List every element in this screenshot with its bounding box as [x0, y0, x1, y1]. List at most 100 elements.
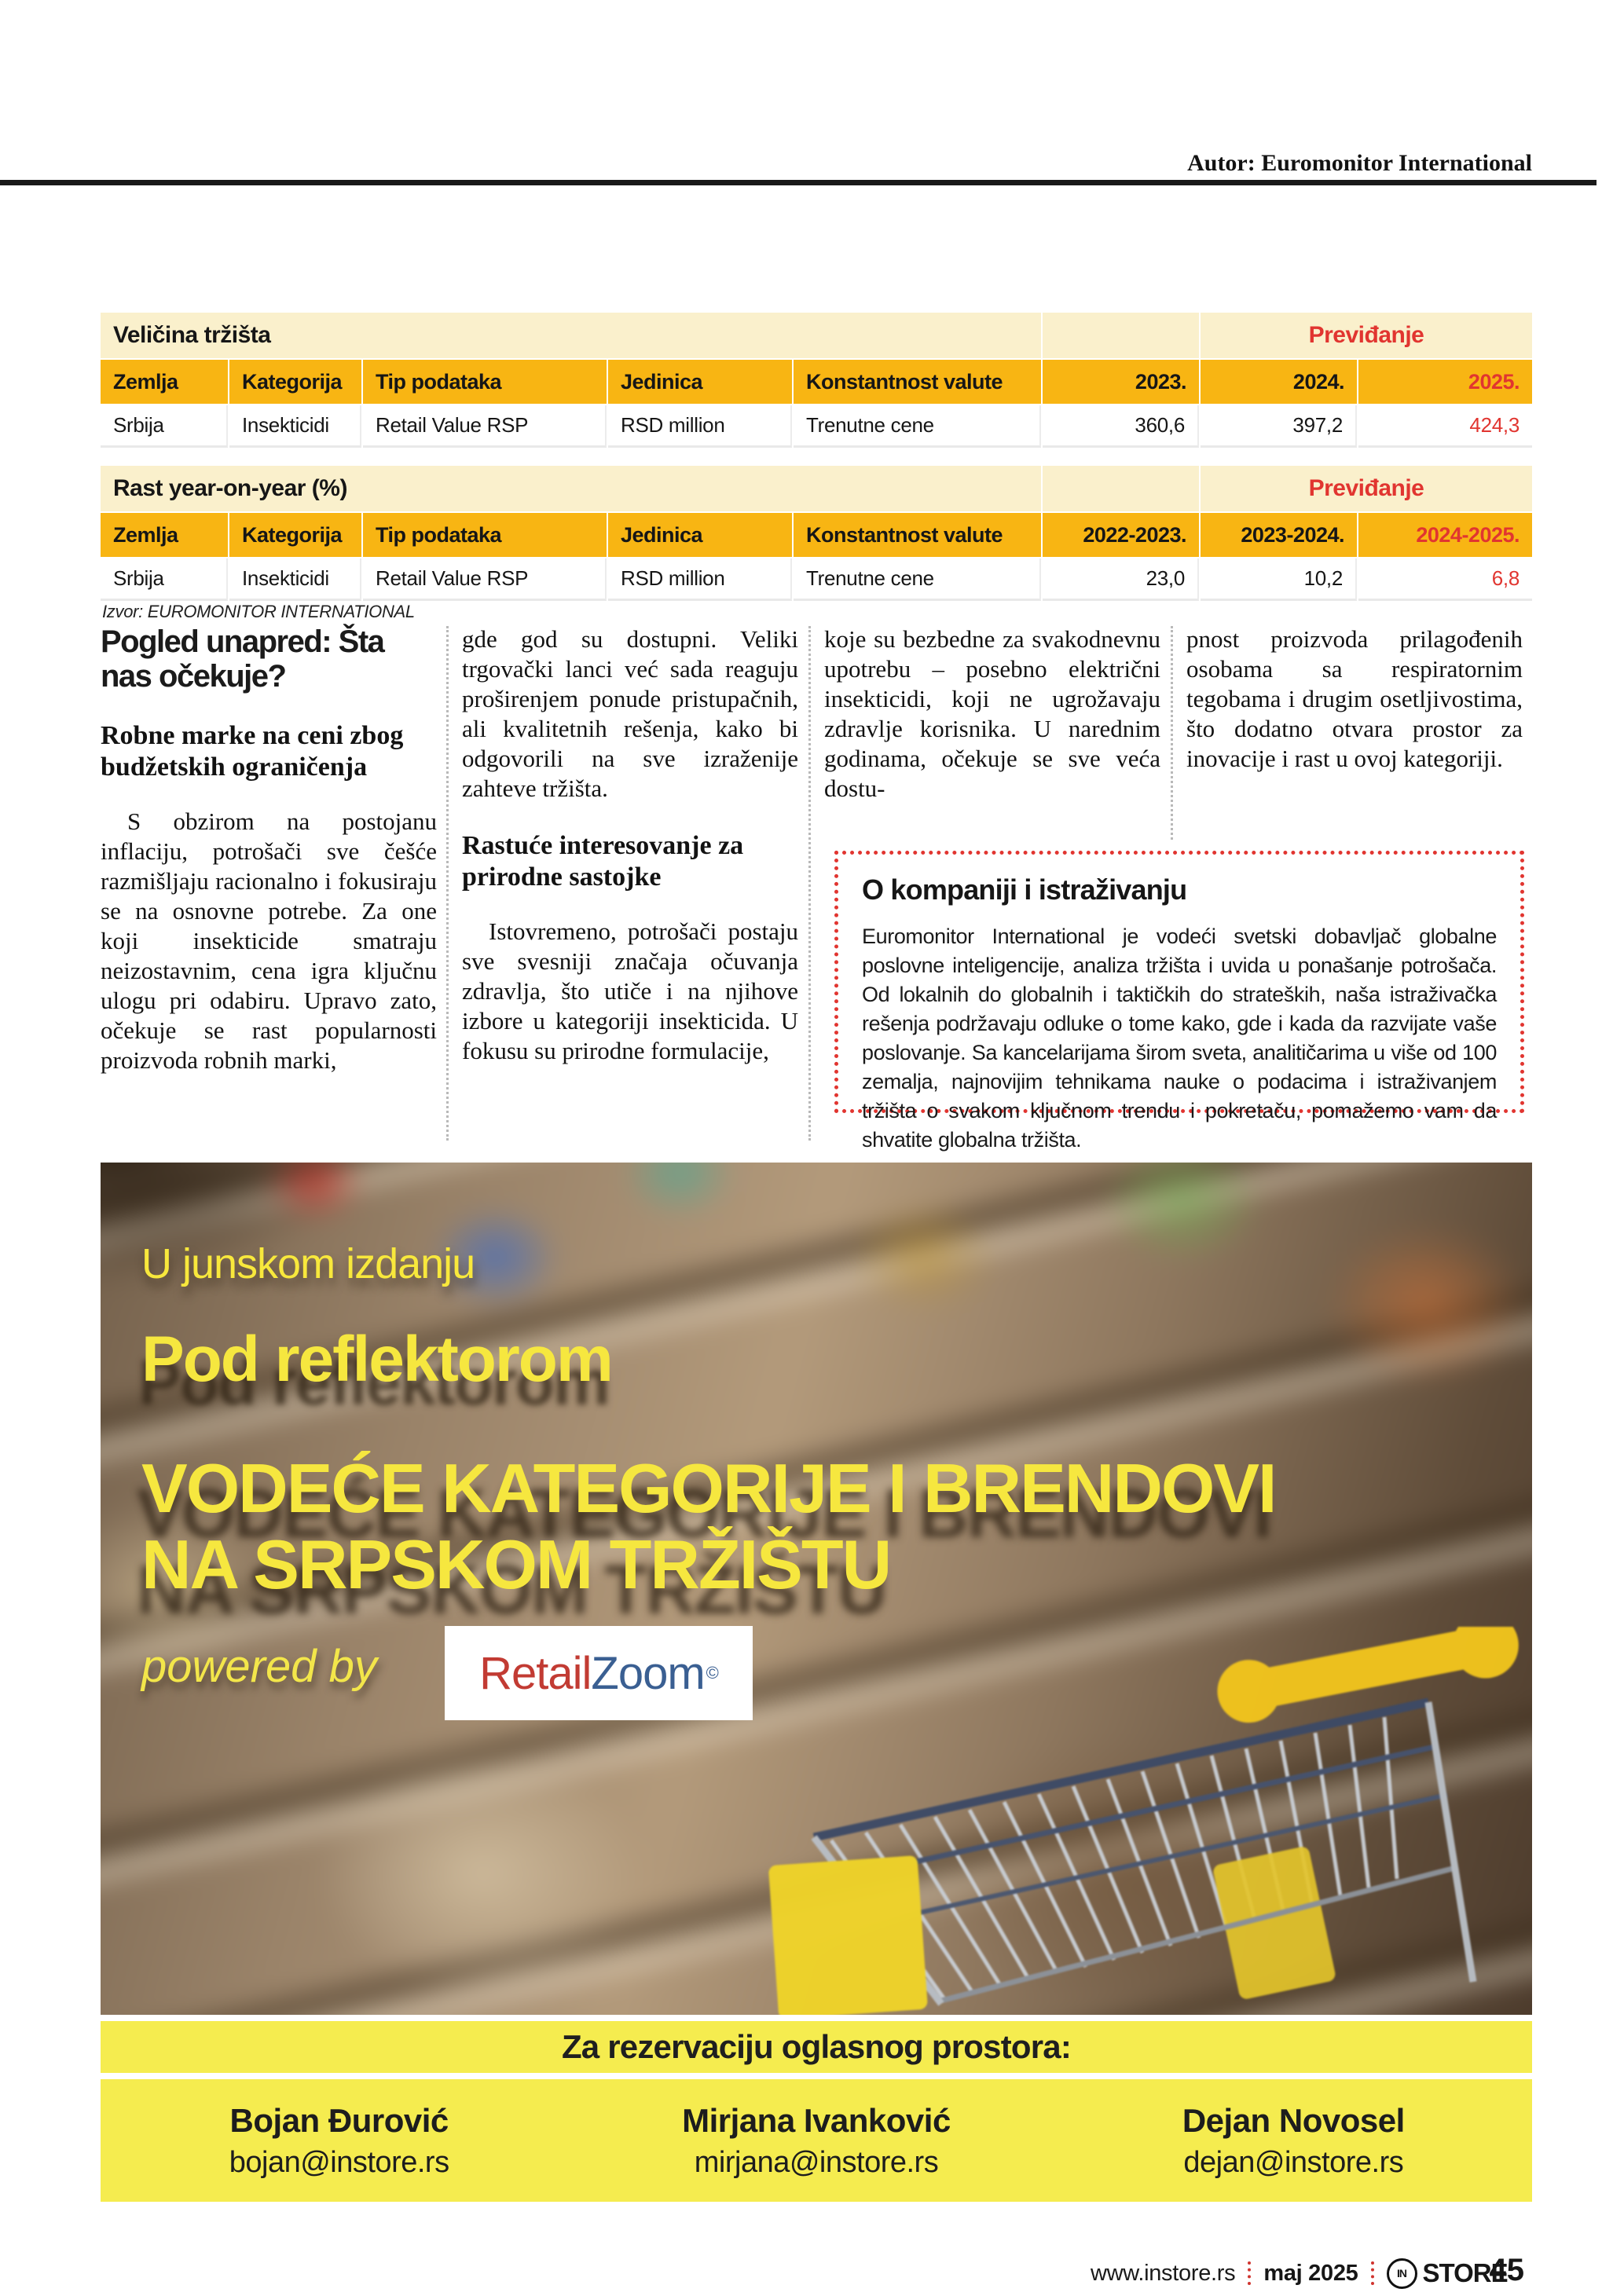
retailzoom-logo-mark: © [706, 1663, 719, 1683]
table-title: Veličina tržišta [101, 313, 1041, 358]
column-header: Jedinica [608, 513, 792, 557]
article-paragraph: pnost proizvoda prilagođenih osobama sa … [1186, 625, 1523, 772]
table-row: Srbija Insekticidi Retail Value RSP RSD … [101, 405, 1532, 448]
column-header-year: 2022-2023. [1043, 513, 1199, 557]
market-size-table: Veličina tržišta Previđanje Zemlja Kateg… [101, 313, 1532, 449]
cell-data-type: Retail Value RSP [363, 558, 607, 601]
article-column-4: pnost proizvoda prilagođenih osobama sa … [1186, 624, 1523, 774]
column-header: Kategorija [229, 513, 361, 557]
article-paragraph: S obzirom na postojanu inflaciju, potroš… [101, 807, 437, 1074]
page-number: 45 [1489, 2253, 1525, 2287]
column-divider [808, 626, 811, 1141]
table-header-row: Zemlja Kategorija Tip podataka Jedinica … [101, 513, 1532, 557]
table-title-spacer [1043, 466, 1199, 511]
column-header: Konstantnost valute [794, 360, 1041, 404]
footer: www.instore.rs maj 2025 IN STORE [1091, 2256, 1509, 2291]
instore-brand: IN STORE [1386, 2258, 1509, 2289]
infobox-body: Euromonitor International je vodeći svet… [862, 925, 1497, 1152]
powered-by-label: powered by [141, 1641, 377, 1692]
cell-unit: RSD million [608, 405, 792, 448]
article-subheading: Robne marke na ceni zbog budžetskih ogra… [101, 721, 404, 782]
promo-headline-line1: VODEĆE KATEGORIJE I BRENDOVI [141, 1449, 1277, 1527]
column-header: Tip podataka [363, 513, 607, 557]
cell-currency: Trenutne cene [794, 405, 1041, 448]
cell-value: 23,0 [1043, 558, 1199, 601]
contact-name: Bojan Đurović [229, 2101, 449, 2139]
column-header-year: 2023-2024. [1201, 513, 1357, 557]
cell-category: Insekticidi [229, 558, 361, 601]
booking-contacts-bar: Bojan Đurović bojan@instore.rs Mirjana I… [101, 2079, 1532, 2202]
column-header-forecast-year: 2025. [1358, 360, 1532, 404]
retailzoom-logo-zoom: Zoom [591, 1647, 705, 1699]
column-header: Jedinica [608, 360, 792, 404]
footer-issue: maj 2025 [1263, 2260, 1358, 2286]
article-column-1: Pogled unapred: Šta nas očekuje? Robne m… [101, 624, 437, 1075]
company-infobox: O kompaniji i istraživanju Euromonitor I… [834, 851, 1524, 1152]
column-header-forecast-year: 2024-2025. [1358, 513, 1532, 557]
article-paragraph: Istovremeno, potrošači postaju sve svesn… [462, 917, 798, 1064]
booking-title: Za rezervaciju oglasnog prostora: [561, 2028, 1072, 2065]
contact-card: Bojan Đurović bojan@instore.rs [101, 2079, 577, 2202]
article-heading: Pogled unapred: Šta nas očekuje? [101, 624, 385, 694]
header-rule [0, 180, 1597, 185]
column-header: Zemlja [101, 513, 228, 557]
cell-unit: RSD million [608, 558, 792, 601]
cell-value: 360,6 [1043, 405, 1199, 448]
footer-website: www.instore.rs [1091, 2260, 1236, 2286]
cell-forecast-value: 424,3 [1358, 405, 1532, 448]
promo-kicker: U junskom izdanju [141, 1240, 475, 1287]
contact-email: bojan@instore.rs [229, 2145, 449, 2179]
column-divider [446, 626, 449, 1141]
retailzoom-logo: Retail Zoom © [445, 1626, 753, 1720]
retailzoom-logo-retail: Retail [479, 1647, 592, 1699]
cell-country: Srbija [101, 558, 228, 601]
footer-divider [1370, 2261, 1374, 2285]
table-title-row: Rast year-on-year (%) Previđanje [101, 466, 1532, 511]
column-divider [1171, 626, 1173, 840]
booking-title-bar: Za rezervaciju oglasnog prostora: [101, 2021, 1532, 2073]
cell-country: Srbija [101, 405, 228, 448]
cell-category: Insekticidi [229, 405, 361, 448]
shopping-cart-icon [768, 1627, 1519, 2015]
contact-email: mirjana@instore.rs [694, 2145, 939, 2179]
instore-logo-icon: IN [1386, 2258, 1417, 2289]
promo-banner: U junskom izdanju Pod reflektorom VODEĆE… [101, 1163, 1532, 2015]
article-subheading: Rastuće interesovanje za prirodne sastoj… [462, 831, 744, 892]
article-paragraph: koje su bezbedne za svakodnevnu upotrebu… [824, 625, 1160, 802]
contact-card: Dejan Novosel dejan@instore.rs [1055, 2079, 1532, 2202]
forecast-label: Previđanje [1201, 466, 1532, 511]
cell-forecast-value: 6,8 [1358, 558, 1532, 601]
table-title-spacer [1043, 313, 1199, 358]
infobox-title: O kompaniji i istraživanju [862, 873, 1187, 906]
article-column-2: gde god su dostupni. Veliki trgovački la… [462, 624, 798, 1066]
column-header-year: 2024. [1201, 360, 1357, 404]
cell-currency: Trenutne cene [794, 558, 1041, 601]
promo-headline: VODEĆE KATEGORIJE I BRENDOVI NA SRPSKOM … [141, 1449, 1277, 1603]
table-title-row: Veličina tržišta Previđanje [101, 313, 1532, 358]
page-author: Autor: Euromonitor International [1187, 150, 1532, 176]
cell-value: 397,2 [1201, 405, 1357, 448]
promo-headline-line2: NA SRPSKOM TRŽIŠTU [141, 1525, 892, 1603]
growth-table: Rast year-on-year (%) Previđanje Zemlja … [101, 466, 1532, 602]
table-title: Rast year-on-year (%) [101, 466, 1041, 511]
table-row: Srbija Insekticidi Retail Value RSP RSD … [101, 558, 1532, 601]
column-header: Kategorija [229, 360, 361, 404]
footer-divider [1248, 2261, 1252, 2285]
contact-card: Mirjana Ivanković mirjana@instore.rs [577, 2079, 1054, 2202]
article-paragraph: gde god su dostupni. Veliki trgovački la… [462, 625, 798, 802]
column-header: Tip podataka [363, 360, 607, 404]
contact-name: Mirjana Ivanković [682, 2101, 951, 2139]
forecast-label: Previđanje [1201, 313, 1532, 358]
column-header: Zemlja [101, 360, 228, 404]
column-header-year: 2023. [1043, 360, 1199, 404]
cell-value: 10,2 [1201, 558, 1357, 601]
cell-data-type: Retail Value RSP [363, 405, 607, 448]
promo-title: Pod reflektorom [141, 1324, 614, 1395]
contact-name: Dejan Novosel [1182, 2101, 1405, 2139]
contact-email: dejan@instore.rs [1183, 2145, 1404, 2179]
article-column-3: koje su bezbedne za svakodnevnu upotrebu… [824, 624, 1160, 804]
instore-logo-wordmark: STORE [1422, 2258, 1509, 2287]
table-header-row: Zemlja Kategorija Tip podataka Jedinica … [101, 360, 1532, 404]
column-header: Konstantnost valute [794, 513, 1041, 557]
source-note: Izvor: EUROMONITOR INTERNATIONAL [102, 602, 415, 621]
